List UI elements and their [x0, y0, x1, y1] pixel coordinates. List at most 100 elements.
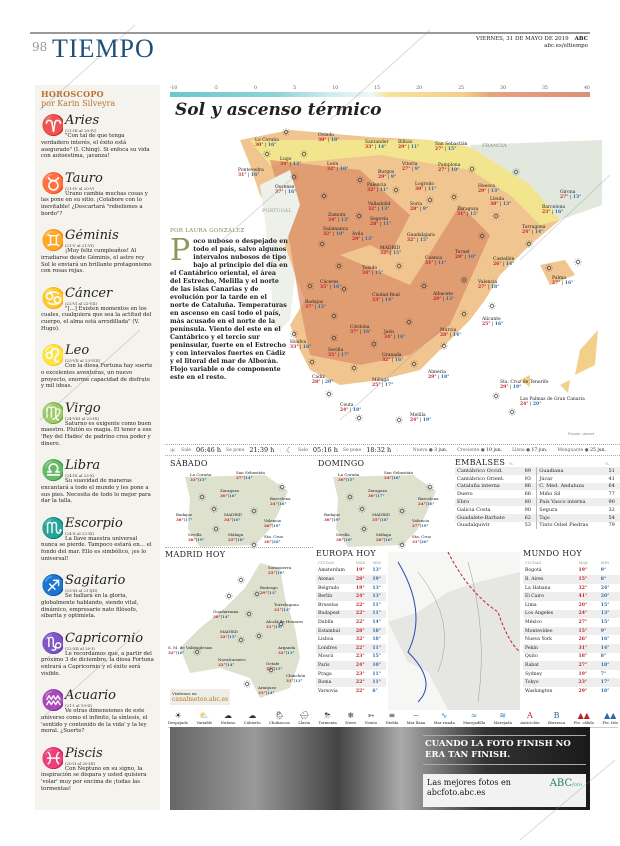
- sign-text: ¡Muy feliz cumpleaños! Al irradiarse des…: [41, 248, 152, 275]
- min-temp: 20°: [272, 538, 281, 544]
- site-link[interactable]: abc.es/eltiempo: [544, 43, 588, 49]
- min-temp: 16°: [267, 143, 277, 148]
- sunny-icon: [263, 150, 271, 158]
- min-temp: 18°: [370, 626, 386, 636]
- sunny-icon: [253, 590, 261, 598]
- basin-value: 86: [522, 482, 538, 491]
- map-city: Lugo 34° | 13°: [280, 157, 302, 167]
- map-city: Cáceres 35° | 16°: [320, 280, 342, 290]
- legend-item: ⛈ Tormenta: [318, 711, 336, 725]
- min-temp: 15°: [346, 476, 355, 482]
- sunny-icon: [325, 390, 333, 398]
- max-temp: 37°: [305, 305, 314, 310]
- sign-name: Piscis: [65, 746, 103, 761]
- sunny-icon: [574, 258, 582, 266]
- city-name: Praga: [318, 671, 332, 677]
- basin-name: Duero: [457, 491, 473, 498]
- min-temp: 13°: [372, 568, 382, 574]
- basin-value: 51: [606, 467, 620, 475]
- min-temp: 17°: [384, 383, 394, 388]
- canalmeteo-link[interactable]: canalmeteo.abc.es: [172, 696, 229, 703]
- city-name: Londres: [316, 643, 354, 653]
- min-temp: 20°: [324, 380, 334, 385]
- min-temp: 11°: [372, 602, 382, 608]
- max-temp: 24°: [520, 402, 529, 407]
- scale-tick: 15: [374, 86, 381, 91]
- basin-value: 79: [608, 522, 615, 529]
- zodiac-icon: ♊: [41, 229, 63, 251]
- sign-text: Le recordamos que, a partir del próximo …: [41, 650, 154, 677]
- min-temp: 18°: [344, 536, 353, 542]
- min-temp: 18°: [236, 536, 245, 542]
- legend-icon: ▲▲: [577, 711, 590, 720]
- zodiac-icon: ♒: [41, 689, 63, 711]
- city-name: Amsterdam: [318, 568, 345, 574]
- sunny-icon: [488, 302, 496, 310]
- city-row: Bogotá 19° 9°: [523, 567, 620, 576]
- max-temp: 23°: [355, 671, 365, 677]
- sunny-icon: [450, 193, 458, 201]
- city-row: Belgrado 19° 13°: [316, 584, 386, 593]
- sign-text: Se hallará en la gloria, globalmente hab…: [41, 593, 139, 620]
- max-temp: 18°: [578, 654, 588, 660]
- sunny-icon: [243, 680, 251, 688]
- min-temp: 6°: [372, 688, 378, 694]
- map-city: Burgos 29° | 9°: [378, 170, 397, 180]
- city-name: Barcelona: [418, 496, 439, 501]
- city-name: Sevilla: [336, 532, 350, 537]
- city-row: Nueva York 26° 16°: [523, 635, 620, 644]
- min-temp: 15°: [374, 271, 384, 276]
- min-temp: 15°: [274, 665, 283, 671]
- city-name: Oviedo: [318, 133, 334, 138]
- sunny-icon: [255, 632, 263, 640]
- max-temp: 23°: [542, 210, 551, 215]
- legend-item: ∿ Mar rizada: [434, 711, 455, 725]
- city-name: La Coruña: [190, 472, 212, 477]
- sunny-icon: [508, 408, 516, 416]
- sign-9: ♑ Capricornio (22-XII al 20-I) Le recordamo…: [41, 632, 154, 690]
- moon-phase: Llena ● 17 jun.: [512, 448, 547, 453]
- city-name: Segovia: [370, 217, 388, 222]
- city-name: Las Palmas de Gran Canaria: [520, 397, 585, 402]
- abcfoto-advert[interactable]: CUANDO LA FOTO FINISH NO ERA TAN FINISH.…: [170, 727, 590, 810]
- min-temp: 17°: [184, 516, 193, 522]
- max-temp: 29°: [378, 175, 387, 180]
- sign-text: Con Neptuno en su signo, la inspiración …: [41, 765, 147, 792]
- mini-map-city: La Coruña 33°|15°: [190, 472, 212, 482]
- mini-map-city: Sevilla 38°|18°: [336, 532, 353, 542]
- city-name: Zaragoza: [457, 207, 479, 212]
- moon-phase-icon: ●: [480, 447, 485, 453]
- sunny-icon: [320, 192, 328, 200]
- map-city: Logroño 30° | 11°: [415, 182, 437, 192]
- mini-map-city: San Sebastián 24°|16°: [384, 470, 413, 480]
- legend-label: Fte. frío: [602, 720, 618, 725]
- min-temp: 11°: [437, 261, 447, 266]
- sign-dates: (23-VII al 23-VIII): [65, 358, 101, 363]
- max-temp: 32°: [220, 633, 228, 639]
- map-city: Albacete 29° | 13°: [433, 292, 455, 302]
- min-temp: 16°: [176, 649, 185, 655]
- max-temp: 34°: [280, 162, 289, 167]
- min-temp: 19°: [272, 522, 281, 528]
- city-name: Málaga: [228, 532, 244, 537]
- legend-icon: ∿: [440, 711, 448, 720]
- map-city: Salamanca 32° | 10°: [323, 227, 348, 237]
- max-temp: 19°: [355, 585, 365, 591]
- map-city: San Sebastián 27° | 15°: [435, 142, 468, 152]
- sunny-icon: [420, 282, 428, 290]
- city-name: Huelva: [290, 340, 307, 345]
- sunny-icon: [350, 364, 358, 372]
- max-temp: 22°: [353, 643, 371, 653]
- city-row: Montevideo 15° 9°: [523, 626, 620, 636]
- max-temp: 27°: [552, 281, 561, 286]
- min-temp: 13°: [372, 585, 382, 591]
- legend-item: ≡ Niebla: [386, 711, 399, 725]
- max-temp: 34°: [224, 516, 232, 522]
- max-temp: 22°: [353, 678, 371, 687]
- min-temp: 9°: [414, 167, 421, 172]
- max-temp: 32°: [278, 649, 286, 655]
- sign-8: ♐ Sagitario (23-XI al 21-XII) Se hallará en…: [41, 574, 154, 632]
- min-temp: 15°: [198, 476, 207, 482]
- legend-icon: A: [527, 711, 533, 720]
- max-temp: 24°: [418, 500, 426, 506]
